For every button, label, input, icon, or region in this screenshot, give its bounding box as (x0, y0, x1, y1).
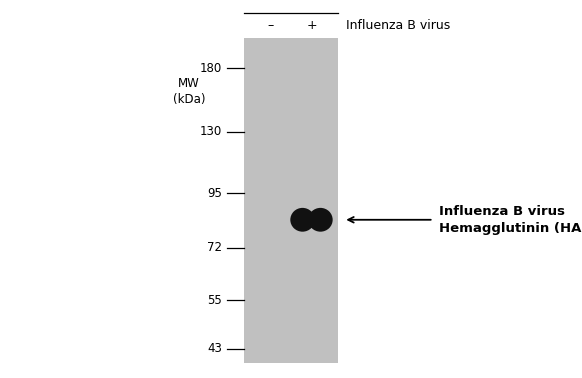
Text: Influenza B virus
Hemagglutinin (HA): Influenza B virus Hemagglutinin (HA) (439, 205, 582, 235)
Text: 55: 55 (208, 294, 222, 307)
Ellipse shape (290, 208, 315, 232)
Text: 95: 95 (207, 187, 222, 200)
Ellipse shape (308, 208, 333, 232)
Text: 180: 180 (200, 62, 222, 74)
Text: Influenza B virus: Influenza B virus (346, 19, 450, 32)
Text: +: + (306, 19, 317, 32)
Text: 43: 43 (207, 342, 222, 355)
Text: MW
(kDa): MW (kDa) (173, 77, 205, 105)
Text: 72: 72 (207, 241, 222, 254)
Text: 130: 130 (200, 125, 222, 138)
Text: –: – (267, 19, 274, 32)
Ellipse shape (304, 212, 319, 228)
